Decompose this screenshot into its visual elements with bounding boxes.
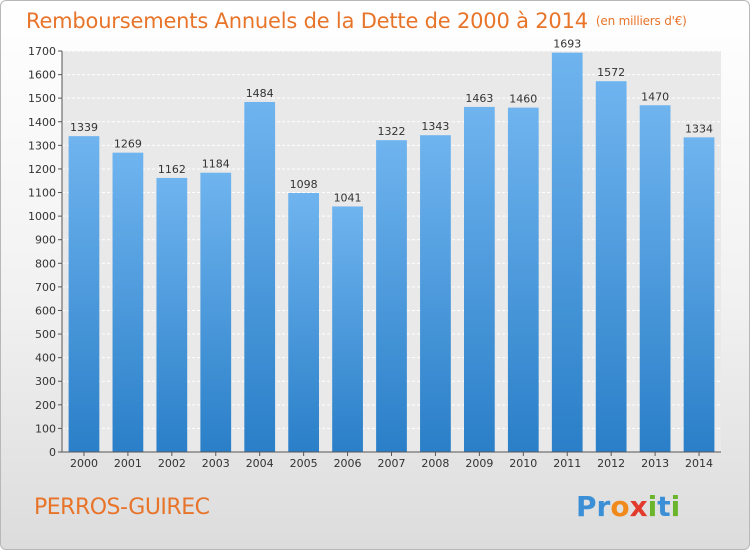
y-tick-label: 1200 — [28, 163, 56, 176]
logo-letter: P — [576, 490, 597, 523]
x-tick-label: 2005 — [290, 457, 318, 470]
bar-2008 — [420, 135, 451, 452]
bar-2006 — [332, 206, 363, 452]
x-tick-label: 2003 — [202, 457, 230, 470]
chart-subtitle: (en milliers d'€) — [595, 14, 687, 28]
x-tick-label: 2002 — [158, 457, 186, 470]
logo-letter: x — [629, 490, 648, 523]
logo-letter: o — [610, 490, 630, 523]
x-tick-label: 2001 — [114, 457, 142, 470]
y-tick-label: 600 — [35, 304, 56, 317]
bar-2005 — [288, 193, 320, 453]
bar-2007 — [376, 140, 407, 453]
bar-2014 — [683, 137, 715, 452]
y-tick-label: 1100 — [28, 187, 56, 200]
y-tick-label: 1600 — [28, 69, 56, 82]
y-tick-label: 300 — [35, 375, 56, 388]
y-tick-label: 1000 — [28, 210, 56, 223]
x-tick-label: 2006 — [334, 457, 362, 470]
bar-2011 — [551, 52, 583, 452]
y-tick-label: 1300 — [28, 139, 56, 152]
bar-2010 — [507, 107, 539, 453]
y-tick-label: 400 — [35, 352, 56, 365]
y-tick-label: 500 — [35, 328, 56, 341]
x-tick-label: 2011 — [553, 457, 581, 470]
value-label: 1484 — [246, 87, 274, 100]
logo-letter: r — [596, 490, 611, 523]
proxiti-logo: Proxiti — [576, 490, 680, 523]
value-label: 1322 — [378, 125, 406, 138]
town-name: PERROS-GUIREC — [34, 495, 210, 520]
value-label: 1572 — [597, 66, 625, 79]
value-label: 1343 — [421, 120, 449, 133]
x-tick-label: 2000 — [70, 457, 98, 470]
logo-letter: i — [647, 490, 658, 523]
logo-letter: i — [670, 490, 681, 523]
logo-letter: t — [657, 490, 671, 523]
value-label: 1334 — [685, 122, 713, 135]
bar-2012 — [595, 81, 627, 453]
value-label: 1463 — [465, 92, 493, 105]
bar-2009 — [463, 106, 495, 453]
value-label: 1339 — [70, 121, 98, 134]
x-tick-label: 2012 — [597, 457, 625, 470]
y-tick-label: 0 — [49, 446, 56, 459]
bar-2000 — [68, 136, 100, 452]
value-label: 1470 — [641, 90, 669, 103]
bar-2003 — [200, 172, 232, 452]
y-tick-label: 200 — [35, 399, 56, 412]
y-tick-label: 1700 — [28, 45, 56, 58]
y-tick-label: 1500 — [28, 92, 56, 105]
chart-title: Remboursements Annuels de la Dette de 20… — [26, 9, 687, 33]
value-label: 1269 — [114, 138, 142, 151]
x-tick-label: 2008 — [421, 457, 449, 470]
x-tick-label: 2004 — [246, 457, 274, 470]
x-tick-label: 2007 — [378, 457, 406, 470]
value-label: 1693 — [553, 38, 581, 51]
value-label: 1041 — [334, 191, 362, 204]
value-label: 1162 — [158, 163, 186, 176]
y-tick-label: 100 — [35, 422, 56, 435]
bar-2013 — [639, 105, 671, 453]
bar-2004 — [244, 101, 276, 452]
value-label: 1098 — [290, 178, 318, 191]
x-tick-label: 2010 — [509, 457, 537, 470]
title-text: Remboursements Annuels de la Dette de 20… — [26, 9, 588, 33]
y-tick-label: 1400 — [28, 116, 56, 129]
bar-2002 — [156, 177, 188, 452]
value-label: 1460 — [509, 93, 537, 106]
x-tick-label: 2013 — [641, 457, 669, 470]
y-tick-label: 900 — [35, 234, 56, 247]
x-tick-label: 2009 — [465, 457, 493, 470]
value-label: 1184 — [202, 158, 230, 171]
y-tick-label: 800 — [35, 257, 56, 270]
x-tick-label: 2014 — [685, 457, 713, 470]
bar-2001 — [112, 152, 144, 453]
y-tick-label: 700 — [35, 281, 56, 294]
